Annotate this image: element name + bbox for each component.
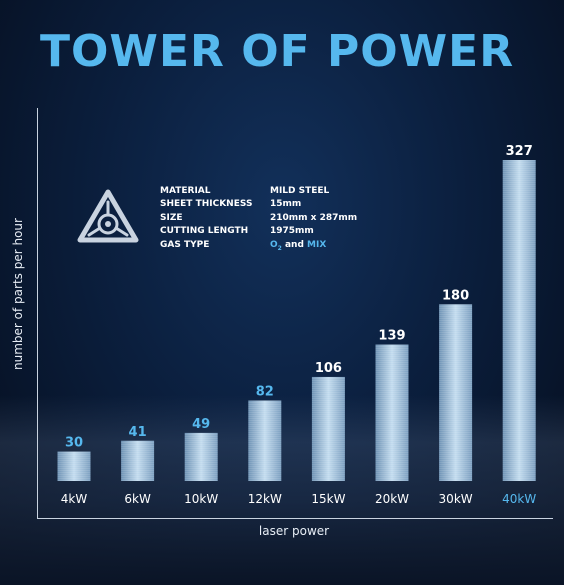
x-axis-label: laser power <box>258 524 330 538</box>
category-label: 12kW <box>248 492 282 506</box>
gas-type-value: O2 and MIX <box>270 239 326 252</box>
bar-texture <box>375 344 409 481</box>
gas-o2: O2 <box>270 239 282 252</box>
chart-title: TOWER OF POWER <box>40 26 515 77</box>
spec-row: SIZE 210mm x 287mm <box>160 212 357 225</box>
spec-key: CUTTING LENGTH <box>160 226 249 237</box>
value-label: 180 <box>442 288 469 303</box>
bar-texture <box>184 432 218 481</box>
spec-row: CUTTING LENGTH 1975mm <box>160 225 357 238</box>
value-label: 82 <box>256 385 274 400</box>
value-label: 327 <box>506 144 533 159</box>
category-label: 6kW <box>124 492 151 506</box>
category-label: 40kW <box>502 492 536 506</box>
x-axis-line <box>37 518 553 519</box>
category-label: 20kW <box>375 492 409 506</box>
spec-value: 15mm <box>270 199 302 210</box>
value-label: 106 <box>315 361 342 376</box>
bar-texture <box>311 376 345 481</box>
spec-key: SHEET THICKNESS <box>160 199 253 210</box>
value-label: 30 <box>65 436 83 451</box>
value-label: 41 <box>129 425 147 440</box>
spec-key: MATERIAL <box>160 186 211 196</box>
gas-subscript: 2 <box>277 244 282 252</box>
spec-row: SHEET THICKNESS 15mm <box>160 198 357 211</box>
spec-value: 210mm x 287mm <box>270 212 358 223</box>
category-label: 4kW <box>61 492 88 506</box>
spec-key: SIZE <box>160 212 183 223</box>
gas-mix: MIX <box>307 239 327 250</box>
spec-table: MATERIAL MILD STEEL SHEET THICKNESS 15mm… <box>160 185 357 252</box>
value-label: 49 <box>192 417 210 432</box>
part-shape-icon <box>77 189 139 243</box>
gas-o-letter: O <box>270 239 278 250</box>
bar-texture <box>439 304 473 481</box>
category-label: 15kW <box>311 492 345 506</box>
category-label: 30kW <box>439 492 473 506</box>
gas-and: and <box>281 239 308 250</box>
value-label: 139 <box>378 329 405 344</box>
spec-value: 1975mm <box>270 226 314 237</box>
bar-texture <box>57 451 91 481</box>
spec-key: GAS TYPE <box>160 239 210 250</box>
spec-value: MILD STEEL <box>270 186 330 196</box>
bar-texture <box>121 440 155 481</box>
spec-row-gas: GAS TYPE O2 and MIX <box>160 239 357 252</box>
bar-texture <box>502 160 536 481</box>
bar-texture <box>248 400 282 481</box>
spec-row: MATERIAL MILD STEEL <box>160 185 357 198</box>
y-axis-line <box>37 108 38 519</box>
category-label: 10kW <box>184 492 218 506</box>
